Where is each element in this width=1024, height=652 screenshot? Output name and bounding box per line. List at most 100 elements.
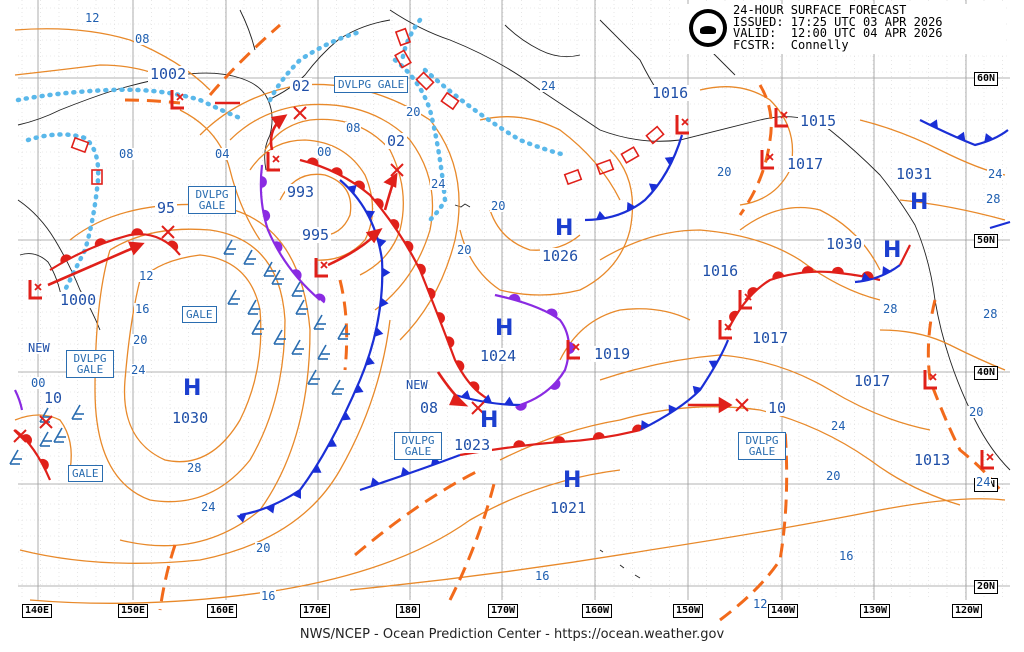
warm-front-semicircle [455,360,465,372]
noaa-logo-icon [689,9,727,47]
wind-barb-icon [53,427,66,443]
isobar-label: 28 [186,461,203,475]
pressure-value: 993 [285,183,317,201]
lon-label: 140E [22,604,53,618]
wind-barb-icon [71,404,84,420]
troughs [124,23,1002,622]
warm-front-semicircle [801,266,814,273]
pressure-value: 1024 [478,347,519,365]
pressure-value: 1019 [592,345,633,363]
header-text: 24-HOUR SURFACE FORECAST ISSUED: 17:25 U… [733,3,943,51]
low-position-x-icon [13,429,27,443]
footer-credit: NWS/NCEP - Ocean Prediction Center - htt… [0,624,1024,652]
low-position-x-icon [390,163,404,177]
low-center-symbol [980,450,994,470]
cold-front-triangle [460,390,471,400]
low-center-symbol [266,152,280,172]
pressure-value: 1013 [912,451,953,469]
warm-front-semicircle [592,432,605,440]
low-center-symbol [314,258,328,278]
forecast-header: 24-HOUR SURFACE FORECAST ISSUED: 17:25 U… [680,4,1004,54]
isobar-label: 16 [534,569,551,583]
isobar-label: 16 [838,549,855,563]
lat-label: 60N [974,72,999,86]
cold-front-triangle [374,327,384,337]
warm-front-semicircle [513,440,526,447]
pressure-value: 1016 [650,84,691,102]
cold-front-triangle [341,411,351,421]
lat-label: 40N [974,366,999,380]
isobar-label: 20 [132,333,149,347]
warm-front-semicircle [436,312,445,324]
lon-label: 150W [673,604,704,618]
cold-front-triangle [236,513,247,523]
warm-front-semicircle [550,379,561,390]
high-center-symbol: H [555,216,574,241]
wind-barb-icon [247,299,260,315]
cold-front-triangle [664,156,675,166]
lon-label: 150E [118,604,149,618]
wind-barb-icon [313,314,326,330]
wind-barb-icon [9,449,22,465]
isobar-label: 00 [30,376,47,390]
stationary-fronts [70,27,665,186]
isobar-label: 08 [118,147,135,161]
isobar-label: 00 [316,145,333,159]
wind-barb-icon [39,431,52,447]
isobar-label: 28 [882,302,899,316]
wind-barb-icon [273,329,286,345]
low-position-x-icon [471,401,485,415]
front-symbols [22,119,994,523]
high-center-symbol: H [563,468,582,493]
lon-label: 170E [300,604,331,618]
wind-barb-icon [243,249,256,265]
ice-edge [15,17,568,293]
low-center-symbol [675,115,689,135]
warm-front-semicircle [404,240,414,253]
low-position-x-icon [39,415,53,429]
lon-label: 160E [207,604,238,618]
pressure-value: 02 [385,132,408,150]
isobar-label: 28 [985,192,1002,206]
warm-front-semicircle [60,254,72,264]
warning-box: GALE [68,465,103,482]
pressure-value: 1000 [58,291,99,309]
isobar-label: 20 [716,165,733,179]
warm-front-semicircle [167,240,179,251]
wind-barb-icon [227,289,240,305]
warm-front-semicircle [427,287,436,300]
lon-label: 130W [860,604,891,618]
warning-box: DVLPG GALE [394,432,442,460]
cold-front-triangle [956,131,966,142]
cold-front-triangle [860,272,871,282]
wind-barb-icon [263,261,276,277]
cold-front-triangle [482,394,493,404]
warm-front-semicircle [22,434,32,445]
high-center-symbol: H [495,316,514,341]
low-position-x-icon [735,398,749,412]
pressure-value: 1023 [452,436,493,454]
low-center-symbol [760,150,774,170]
warning-box: DVLPG GALE [66,350,114,378]
issued-time: ISSUED: 17:25 UTC 03 APR 2026 [733,14,943,29]
pressure-value: 1031 [894,165,935,183]
isobar-label: 20 [255,541,272,555]
wind-barb-icon [337,324,350,340]
lat-lon-grid [18,0,1010,600]
cold-front-triangle [377,238,387,248]
pressure-value: 1021 [548,499,589,517]
cold-front-triangle [640,420,650,430]
isobar-label: 12 [84,11,101,25]
valid-time: VALID: 12:00 UTC 04 APR 2026 [733,26,943,40]
warm-front-semicircle [291,269,302,280]
pressure-value: 95 [155,199,178,217]
cold-front-triangle [504,396,515,405]
isobar-label: 16 [260,589,277,603]
product-title: 24-HOUR SURFACE FORECAST [733,3,907,17]
wind-barb-icon [271,269,284,285]
low-center-symbol [774,108,788,128]
high-center-symbol: H [183,376,202,401]
low-position-x-icon [161,225,175,239]
pressure-value: 1030 [170,409,211,427]
isobar-label: 16 [134,302,151,316]
